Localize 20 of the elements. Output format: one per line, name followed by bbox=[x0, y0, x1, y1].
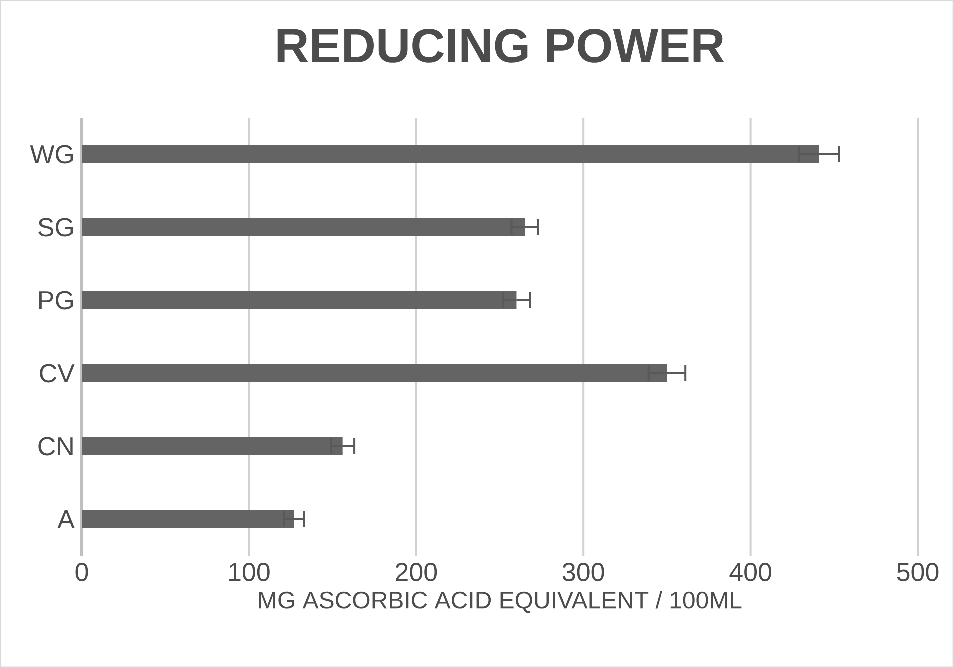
x-tick-label: 400 bbox=[730, 563, 772, 582]
x-tick-label: 300 bbox=[562, 563, 604, 582]
bar bbox=[82, 218, 526, 236]
x-tick-label: 200 bbox=[396, 563, 438, 582]
x-tick-label: 500 bbox=[897, 563, 939, 582]
bar bbox=[82, 437, 343, 456]
bar bbox=[82, 364, 668, 382]
y-tick-label: WG bbox=[30, 145, 74, 164]
bar bbox=[82, 146, 820, 164]
bar bbox=[82, 510, 294, 528]
y-tick-label: CN bbox=[38, 437, 73, 456]
x-tick-label: 100 bbox=[229, 563, 270, 582]
x-tick-label: 0 bbox=[76, 563, 88, 582]
y-tick-label: SG bbox=[38, 218, 73, 237]
bar bbox=[82, 292, 517, 310]
y-tick-label: PG bbox=[40, 291, 73, 310]
y-tick-label: A bbox=[58, 510, 75, 528]
x-axis-title: MG ASCORBIC ACID EQUIVALENT / 100ML bbox=[259, 591, 742, 614]
chart-title: REDUCING POWER bbox=[278, 28, 724, 63]
y-tick-label: CV bbox=[40, 364, 75, 383]
